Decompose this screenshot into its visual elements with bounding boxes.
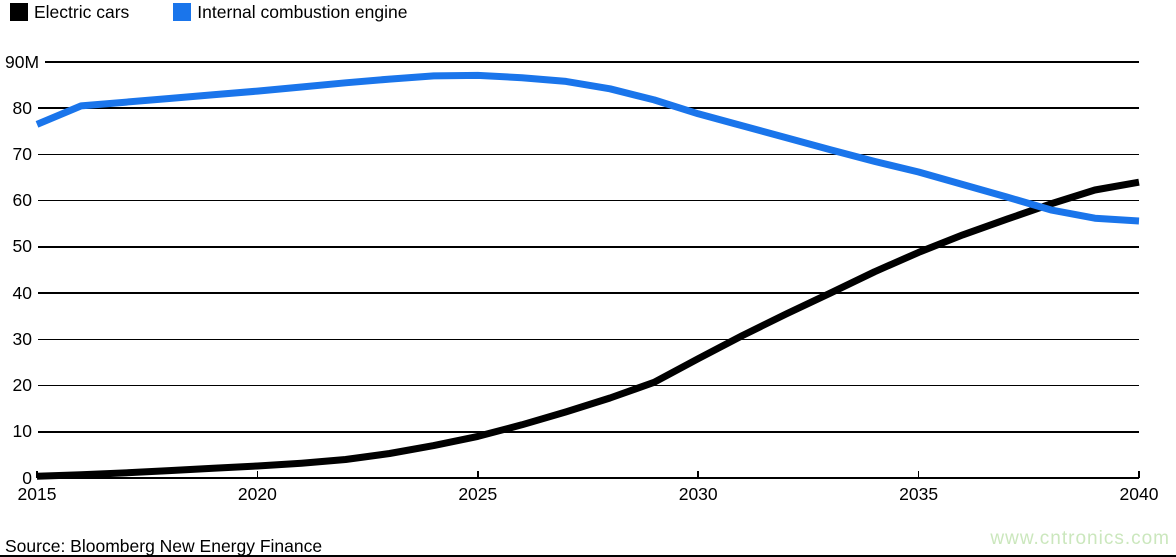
gridline: [38, 431, 1139, 433]
y-axis-label: 0: [22, 467, 32, 488]
x-axis-label: 2025: [458, 484, 498, 504]
y-gridline-row: 80: [5, 98, 1139, 118]
y-axis-label: 30: [12, 328, 32, 349]
x-axis-label: 2030: [678, 484, 718, 504]
x-axis-tick: [1138, 471, 1140, 478]
x-axis-line: [38, 476, 1139, 480]
internal-combustion-line: [35, 71, 1140, 225]
x-axis-tick: [256, 471, 259, 478]
gridline: [38, 338, 1139, 341]
gridline: [38, 199, 1139, 202]
y-gridline-row: 30: [5, 329, 1139, 349]
watermark: www.cntronics.com: [990, 528, 1170, 549]
source-note: Source: Bloomberg New Energy Finance: [5, 536, 323, 556]
electric-cars-swatch-icon: [10, 3, 28, 21]
y-gridline-row: 20: [5, 375, 1139, 396]
x-axis-tick: [917, 471, 920, 478]
y-gridline-row: 60: [5, 190, 1139, 211]
y-gridline-row: 10: [5, 421, 1139, 442]
y-gridline-row: 40: [5, 283, 1139, 303]
y-gridline-row: 50: [5, 236, 1139, 257]
gridline: [38, 384, 1139, 387]
gridline: [38, 153, 1139, 156]
y-gridline-row: 0: [5, 468, 1139, 488]
y-axis-label: 40: [12, 282, 32, 303]
y-axis-label: 80: [12, 97, 32, 118]
electric-cars-line: [36, 178, 1140, 480]
legend: Electric cars Internal combustion engine: [10, 2, 407, 22]
gridline: [38, 246, 1139, 248]
y-axis-label: 10: [12, 421, 32, 442]
gridline: [45, 61, 1139, 63]
gridline: [38, 107, 1139, 109]
y-axis-label: 60: [12, 190, 32, 211]
y-gridline-row: 90M: [5, 52, 1139, 72]
internal-combustion-swatch-icon: [173, 3, 192, 21]
y-gridline-row: 70: [5, 144, 1139, 164]
legend-item-electric-cars: Electric cars: [10, 2, 129, 22]
gridline: [38, 292, 1139, 294]
x-axis-label: 2040: [1119, 484, 1159, 504]
x-axis-label: 2015: [17, 484, 57, 504]
legend-item-internal-combustion: Internal combustion engine: [173, 2, 407, 22]
y-axis-label: 90M: [5, 51, 40, 72]
x-axis-label: 2035: [899, 484, 939, 504]
legend-label-internal-combustion: Internal combustion engine: [197, 2, 408, 22]
y-axis-label: 20: [12, 375, 32, 396]
x-axis-label: 2020: [237, 484, 277, 504]
x-axis-tick: [477, 471, 479, 478]
y-axis-label: 70: [12, 143, 32, 164]
x-axis-tick: [697, 471, 699, 478]
legend-label-electric-cars: Electric cars: [34, 2, 130, 22]
bottom-border: [0, 555, 1176, 557]
y-axis-label: 50: [12, 236, 32, 257]
